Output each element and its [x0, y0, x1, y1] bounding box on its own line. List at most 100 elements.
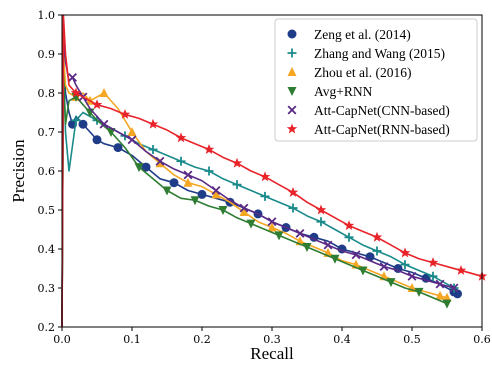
data-point — [351, 250, 361, 260]
data-point — [453, 289, 462, 299]
y-tick-label: 1.0 — [38, 9, 56, 22]
y-axis-title: Precision — [9, 139, 28, 203]
data-point — [204, 166, 214, 176]
series-2 — [61, 53, 459, 328]
data-point — [323, 240, 333, 250]
legend-marker — [287, 67, 297, 76]
data-point — [414, 287, 424, 297]
y-tick-label: 0.3 — [38, 282, 56, 295]
data-point — [295, 228, 305, 238]
data-point — [141, 162, 151, 172]
data-point — [259, 171, 271, 182]
data-point — [407, 271, 417, 281]
legend-label: Zeng et al. (2014) — [314, 27, 411, 42]
data-point — [134, 163, 144, 173]
data-point — [372, 246, 382, 256]
data-point — [155, 158, 165, 168]
data-point — [113, 143, 123, 153]
legend-marker — [287, 87, 297, 96]
data-point — [371, 231, 383, 242]
data-point — [99, 88, 109, 97]
data-point — [400, 260, 410, 270]
data-point — [344, 232, 354, 242]
y-tick-label: 0.5 — [38, 204, 56, 217]
legend: Zeng et al. (2014) Zhang and Wang (2015) Z… — [274, 18, 478, 142]
legend-marker — [287, 105, 297, 115]
plot-frame — [61, 14, 483, 328]
data-point — [274, 231, 284, 241]
data-point — [435, 279, 445, 289]
data-point — [358, 266, 368, 276]
data-point — [183, 170, 193, 180]
data-point — [68, 72, 77, 82]
series-4 — [61, 72, 452, 328]
x-tick-label: 0.3 — [263, 333, 281, 346]
data-point — [267, 217, 277, 227]
data-point — [442, 299, 452, 309]
data-point — [316, 217, 326, 227]
data-point — [197, 189, 207, 199]
y-tick-label: 0.4 — [38, 243, 56, 256]
x-tick-label: 0.0 — [53, 333, 71, 346]
data-point — [246, 219, 256, 229]
data-point — [190, 196, 200, 206]
data-point — [70, 87, 82, 98]
legend-marker — [287, 48, 297, 58]
data-point — [91, 99, 103, 110]
data-point — [442, 292, 452, 302]
series-line — [61, 53, 448, 328]
data-point — [218, 206, 228, 215]
data-point — [232, 180, 242, 190]
y-tick-label: 0.7 — [38, 126, 56, 139]
data-point — [71, 115, 81, 125]
series-5 — [61, 33, 459, 328]
y-tick-label: 0.9 — [38, 48, 56, 61]
data-point — [302, 243, 312, 253]
data-point — [162, 186, 172, 196]
data-point — [99, 119, 109, 129]
data-point — [288, 203, 298, 213]
data-point — [260, 191, 270, 201]
legend-label: Att-CapNet(CNN-based) — [314, 103, 450, 118]
legend-frame — [274, 18, 478, 142]
data-point — [211, 186, 221, 195]
series-line — [61, 33, 455, 328]
legend-label: Avg+RNN — [314, 84, 373, 99]
legend-marker — [286, 123, 298, 134]
data-point — [449, 283, 459, 293]
axis-ticks: 0.0 0.1 0.2 0.3 0.4 0.5 0.6 0.2 0.3 0.4 0.5 0.6 0.7 0… — [38, 9, 491, 346]
y-tick-label: 0.6 — [38, 165, 56, 178]
data-point — [183, 177, 193, 187]
data-point — [78, 119, 88, 129]
data-point — [127, 127, 137, 136]
x-tick-label: 0.4 — [333, 333, 351, 346]
data-point — [386, 278, 396, 288]
data-point — [211, 189, 221, 199]
data-point — [148, 145, 158, 155]
x-axis-title: Recall — [250, 344, 294, 363]
data-point — [231, 157, 243, 168]
data-point — [239, 203, 249, 213]
data-point — [203, 144, 215, 154]
data-point — [169, 178, 179, 188]
data-point — [239, 206, 249, 216]
x-tick-label: 0.5 — [403, 333, 421, 346]
data-point — [127, 135, 137, 145]
y-tick-label: 0.8 — [38, 87, 56, 100]
data-point — [455, 264, 467, 275]
x-tick-label: 0.6 — [473, 333, 491, 346]
data-point — [343, 220, 355, 231]
legend-label: Zhou et al. (2016) — [314, 65, 411, 80]
data-point — [92, 135, 102, 145]
data-point — [147, 118, 159, 129]
data-point — [427, 257, 439, 268]
series-line — [61, 14, 483, 328]
x-tick-label: 0.1 — [123, 333, 141, 346]
data-point — [330, 254, 340, 264]
data-point — [155, 156, 165, 166]
data-point — [399, 247, 411, 258]
series-layer — [61, 14, 488, 328]
x-tick-label: 0.2 — [193, 333, 211, 346]
y-tick-label: 0.2 — [38, 321, 56, 334]
